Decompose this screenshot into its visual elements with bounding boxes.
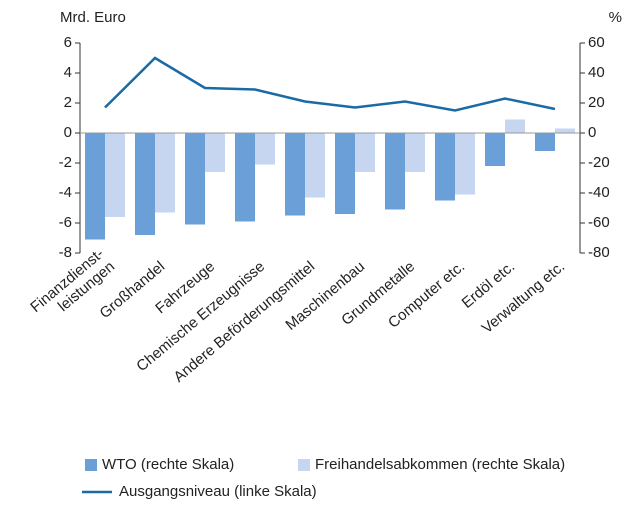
y2-tick-label: -80 [588, 244, 610, 261]
bar [505, 119, 525, 133]
bar [335, 133, 355, 214]
y2-tick-label: -40 [588, 184, 610, 201]
legend-label: WTO (rechte Skala) [102, 456, 234, 473]
bar [455, 133, 475, 195]
bar [385, 133, 405, 210]
y-tick-label: -2 [59, 154, 72, 171]
bar [435, 133, 455, 201]
y2-tick-label: 60 [588, 34, 605, 51]
bar [155, 133, 175, 213]
y-tick-label: -4 [59, 184, 72, 201]
y2-tick-label: 20 [588, 94, 605, 111]
y-tick-label: 0 [64, 124, 72, 141]
y2-tick-label: -20 [588, 154, 610, 171]
bar [535, 133, 555, 151]
bar [485, 133, 505, 166]
y-tick-label: 2 [64, 94, 72, 111]
y2-tick-label: 0 [588, 124, 596, 141]
y-tick-label: 6 [64, 34, 72, 51]
bar [305, 133, 325, 198]
y2-tick-label: 40 [588, 64, 605, 81]
bar [105, 133, 125, 217]
legend-label: Freihandelsabkommen (rechte Skala) [315, 456, 565, 473]
legend-swatch [85, 459, 97, 471]
y2-axis-label: % [609, 9, 622, 26]
bar [255, 133, 275, 165]
bar [185, 133, 205, 225]
legend-label: Ausgangsniveau (linke Skala) [119, 483, 317, 500]
legend-swatch [298, 459, 310, 471]
bar [285, 133, 305, 216]
y-tick-label: -8 [59, 244, 72, 261]
bar [205, 133, 225, 172]
line [104, 56, 556, 112]
y2-tick-label: -60 [588, 214, 610, 231]
bar [355, 133, 375, 172]
bar [405, 133, 425, 172]
bar [555, 128, 575, 133]
bar [85, 133, 105, 240]
y-tick-label: 4 [64, 64, 72, 81]
y-tick-label: -6 [59, 214, 72, 231]
bar [135, 133, 155, 235]
bar [235, 133, 255, 222]
y-axis-label: Mrd. Euro [60, 9, 126, 26]
